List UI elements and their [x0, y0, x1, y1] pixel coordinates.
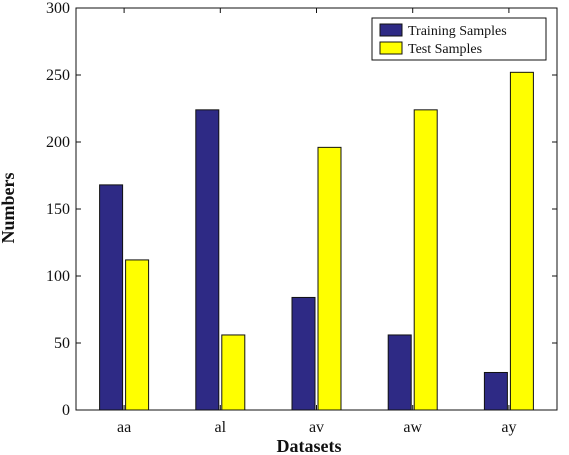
x-tick-label: ay	[501, 419, 516, 436]
x-tick-label: av	[309, 419, 324, 436]
y-tick-label: 50	[54, 335, 70, 352]
y-tick-label: 200	[46, 134, 70, 151]
bar-test-ay	[509, 71, 534, 411]
bar-training-av	[291, 296, 316, 411]
bar-test-av	[317, 146, 342, 411]
bar-test-aa	[125, 259, 150, 411]
y-tick-label: 100	[46, 268, 70, 285]
bar-training-aa	[99, 184, 124, 411]
x-tick-label: al	[215, 419, 227, 436]
plot-area	[75, 7, 558, 411]
legend: Training Samples Test Samples	[371, 17, 547, 61]
bar-training-ay	[483, 371, 508, 411]
legend-label-training: Training Samples	[408, 24, 507, 39]
bar-test-al	[221, 334, 246, 411]
y-tick-label: 250	[46, 67, 70, 84]
y-tick-label: 150	[46, 201, 70, 218]
bar-test-aw	[413, 109, 438, 411]
legend-label-test: Test Samples	[408, 42, 482, 57]
bars	[99, 71, 534, 411]
y-tick-label: 300	[46, 0, 70, 17]
legend-swatch-training	[379, 23, 403, 37]
x-tick-label: aw	[403, 419, 422, 436]
x-tick-label: aa	[117, 419, 131, 436]
x-axis-title: Datasets	[277, 436, 342, 455]
plot-frame	[75, 7, 558, 411]
bar-training-aw	[387, 334, 412, 411]
legend-swatch-test	[379, 41, 403, 55]
y-tick-label: 0	[62, 402, 70, 419]
y-axis-title: Numbers	[0, 173, 18, 244]
bar-training-al	[195, 109, 220, 411]
axes: 0 50 100 150 200 250 300 aa al av aw ay	[46, 0, 557, 436]
